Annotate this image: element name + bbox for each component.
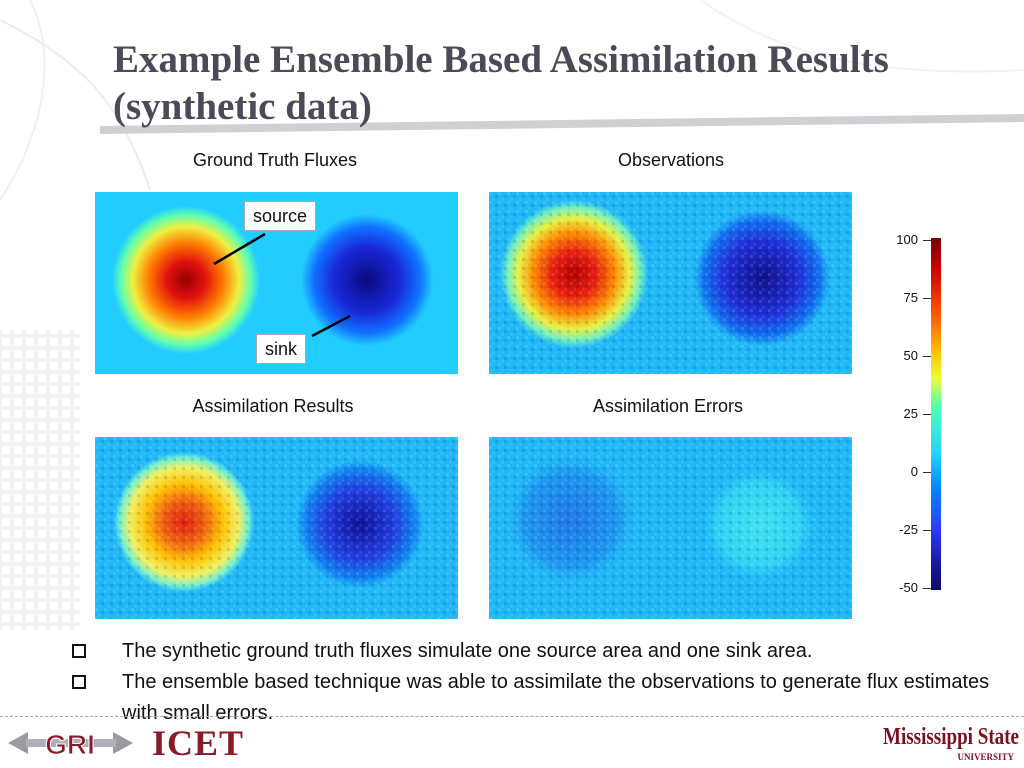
msu-logo-text: Mississippi State (883, 724, 1019, 750)
callout-source: source (244, 201, 317, 231)
gri-logo-text: GRI (45, 729, 95, 760)
colorbar-tick-label: 100 (896, 232, 918, 247)
colorbar-tick-mark (923, 414, 931, 415)
heatmap-assimilation-results (95, 437, 458, 619)
footer-divider (0, 716, 1024, 718)
colorbar-tick-mark (923, 472, 931, 473)
colorbar-tick-label: 75 (903, 290, 918, 305)
msu-logo-subtext: UNIVERSITY (957, 752, 1014, 762)
colorbar-tick-label: -25 (899, 522, 918, 537)
checkbox-bullet-icon (72, 675, 86, 689)
bullet-item: The ensemble based technique was able to… (72, 667, 1002, 729)
callout-sink: sink (256, 334, 307, 364)
colorbar-tick-mark (923, 530, 931, 531)
colorbar-tick-label: 0 (910, 464, 918, 479)
heatmap-observations (489, 192, 852, 374)
checkbox-bullet-icon (72, 644, 86, 658)
colorbar-tick-mark (923, 356, 931, 357)
caption-ground-truth: Ground Truth Fluxes (192, 150, 358, 170)
colorbar-tick-mark (923, 240, 931, 241)
bullet-text: The ensemble based technique was able to… (122, 671, 990, 724)
caption-observations: Observations (617, 150, 725, 170)
colorbar (931, 238, 941, 590)
bullet-list: The synthetic ground truth fluxes simula… (72, 636, 1002, 729)
caption-assimilation-errors: Assimilation Errors (592, 396, 744, 416)
gri-logo: GRI (8, 729, 133, 761)
heatmap-assimilation-errors (489, 437, 852, 619)
colorbar-tick-mark (923, 588, 931, 589)
colorbar-tick-mark (923, 298, 931, 299)
icet-logo: ICET (152, 723, 245, 763)
msu-logo: Mississippi State UNIVERSITY (883, 724, 1019, 762)
colorbar-tick-label: 25 (903, 406, 918, 421)
slide-title: Example Ensemble Based Assimilation Resu… (113, 38, 889, 128)
colorbar-tick-label: -50 (899, 580, 918, 595)
caption-assimilation-results: Assimilation Results (192, 396, 354, 416)
bullet-text: The synthetic ground truth fluxes simula… (122, 640, 813, 662)
colorbar-tick-label: 50 (903, 348, 918, 363)
bullet-item: The synthetic ground truth fluxes simula… (72, 636, 1002, 667)
